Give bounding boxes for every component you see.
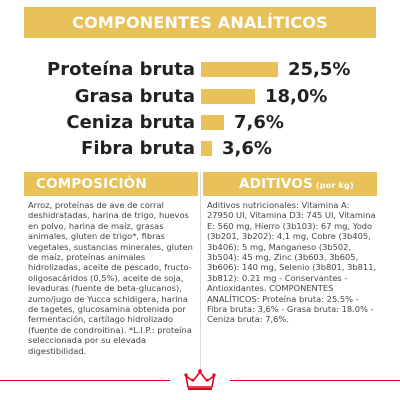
crown-logo-icon xyxy=(184,369,216,390)
composition-title: COMPOSICIÓN xyxy=(36,176,147,192)
nutrient-label: Ceniza bruta xyxy=(66,112,195,133)
nutrient-value: 25,5% xyxy=(288,59,351,80)
nutrient-value: 3,6% xyxy=(222,138,272,159)
additives-banner: ADITIVOS (por kg) xyxy=(203,172,377,196)
footer-line-right xyxy=(230,380,400,381)
composition-banner: COMPOSICIÓN xyxy=(24,172,198,196)
analytical-components-banner: COMPONENTES ANALÍTICOS xyxy=(24,7,376,38)
nutrient-row: Proteína bruta 25,5% xyxy=(0,59,400,81)
nutrient-label: Proteína bruta xyxy=(47,59,195,80)
composition-text: Arroz, proteínas de ave de corral deshid… xyxy=(28,200,193,356)
nutrient-bar xyxy=(201,62,278,77)
banner-title: COMPONENTES ANALÍTICOS xyxy=(72,13,328,32)
column-divider xyxy=(200,172,201,370)
nutrient-label: Grasa bruta xyxy=(74,86,195,107)
additives-text: Aditivos nutricionales: Vitamina A: 2795… xyxy=(207,200,377,325)
nutrient-row: Grasa bruta 18,0% xyxy=(0,86,400,108)
nutrient-row: Fibra bruta 3,6% xyxy=(0,138,400,160)
nutrient-bar xyxy=(201,141,212,156)
footer-line-left xyxy=(0,380,170,381)
additives-title: ADITIVOS xyxy=(239,176,313,192)
nutrient-value: 7,6% xyxy=(234,112,284,133)
nutrient-value: 18,0% xyxy=(265,86,328,107)
nutrient-label: Fibra bruta xyxy=(81,138,195,159)
additives-unit: (por kg) xyxy=(315,181,354,190)
nutrient-bar xyxy=(201,89,255,104)
nutrient-bar xyxy=(201,115,224,130)
nutrient-row: Ceniza bruta 7,6% xyxy=(0,112,400,134)
